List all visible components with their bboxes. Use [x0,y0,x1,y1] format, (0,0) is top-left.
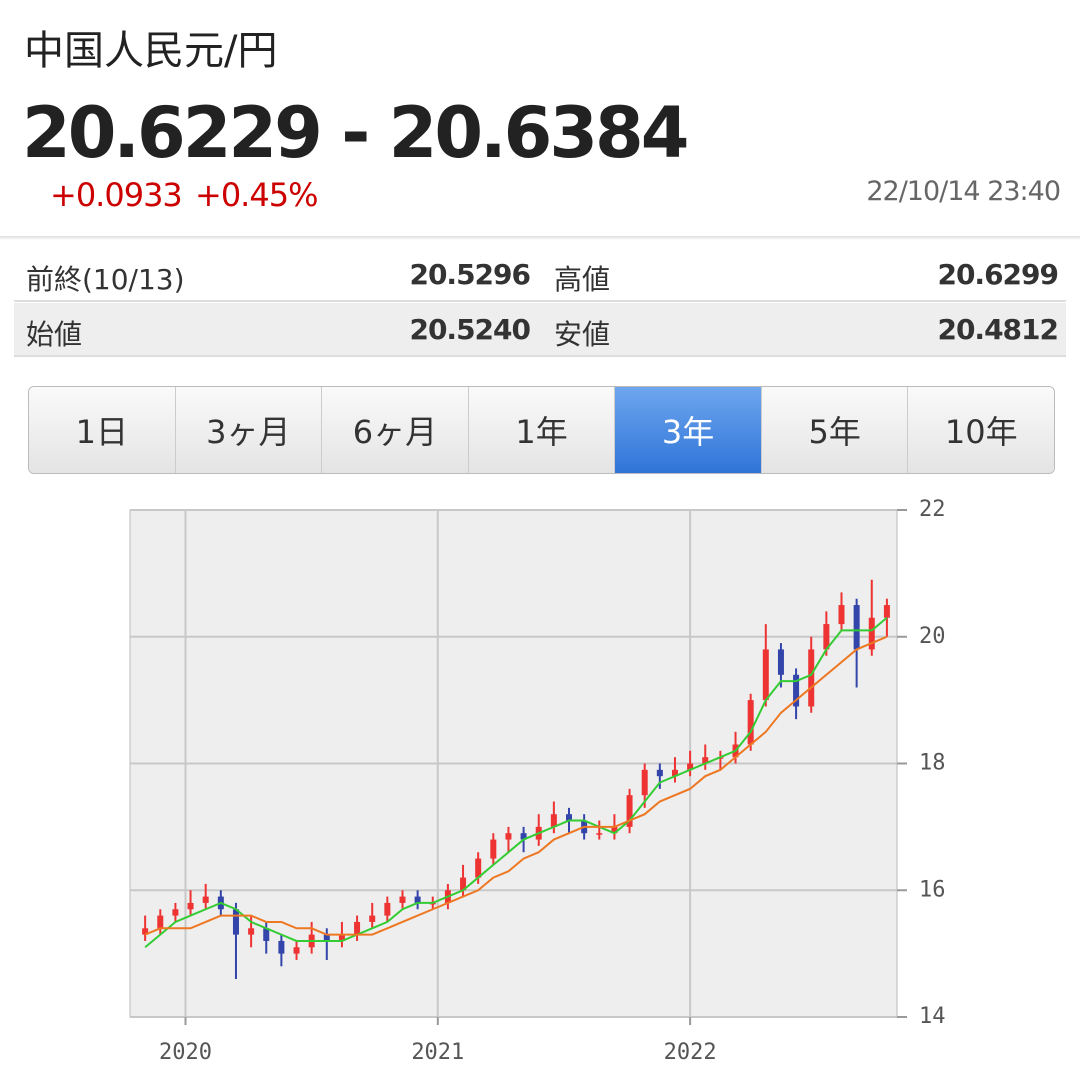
quote-label: 安値 [554,318,611,351]
candle-body [550,814,557,827]
period-tab[interactable]: 3ヶ月 [174,387,322,473]
quote-row: 始値 20.5240 安値 20.4812 [14,303,1066,357]
candle-body [838,605,845,625]
period-tabs: 1日 3ヶ月 6ヶ月 1年 3年 5年 10年 [28,386,1055,474]
candle-body [566,814,573,821]
candle-body [157,915,164,929]
period-tab[interactable]: 1日 [29,387,175,473]
moving-average [144,635,888,936]
candle-body [338,934,345,941]
candle-body [762,649,769,701]
period-tab[interactable]: 6ヶ月 [321,387,468,473]
price: 20.6229 - 20.6384 [22,92,689,174]
candle-body [823,624,830,650]
quote-label: 前終(10/13) [26,263,185,296]
candle-body [626,795,633,827]
candle-body [172,909,179,916]
candle-body [611,826,618,834]
candle-body [505,833,512,840]
timestamp: 22/10/14 23:40 [866,176,1061,207]
candle-body [475,858,482,878]
period-tab[interactable]: 3年 [614,387,761,473]
candle-body [808,649,815,707]
divider [0,236,1080,240]
change: +0.0933 [50,176,183,214]
candle-body [687,763,694,770]
period-tab[interactable]: 10年 [907,387,1054,473]
y-tick-label: 18 [919,751,946,776]
quote-row: 前終(10/13) 20.5296 高値 20.6299 [14,248,1066,302]
candle-body [520,833,527,840]
candle-body [232,909,239,935]
quote-label: 始値 [26,318,83,351]
candle-body [596,833,603,835]
candle-body [142,928,149,935]
candle-body [414,896,421,903]
candle-body [354,921,361,935]
x-tick-label: 2022 [664,1040,717,1065]
candle-body [777,649,784,675]
candle-body [323,934,330,941]
candle-body [263,928,270,941]
candle-body [747,700,754,745]
quote-label: 高値 [554,263,611,296]
candle-body [671,769,678,777]
y-tick-label: 14 [919,1004,946,1029]
period-tab[interactable]: 1年 [467,387,615,473]
x-tick-label: 2021 [411,1040,464,1065]
candle-body [641,769,648,796]
candle-body [490,839,497,859]
candle-body [853,605,860,650]
quote-value: 20.4812 [937,313,1059,346]
candle-body [883,605,890,618]
candle-body [793,674,800,707]
candle-body [187,902,194,910]
candle-body [278,940,285,954]
candle-body [868,617,875,650]
candle-body [369,915,376,922]
x-tick-label: 2020 [159,1040,212,1065]
period-tab[interactable]: 5年 [760,387,908,473]
quote-value: 20.5296 [409,258,531,291]
candle-body [384,902,391,916]
y-tick-label: 20 [919,624,946,649]
candle-body [248,928,255,935]
y-tick-label: 22 [919,497,946,522]
candle-body [293,947,300,954]
pair-title: 中国人民元/円 [24,28,278,74]
candle-body [460,877,467,891]
y-tick-label: 16 [919,877,946,902]
candle-body [656,769,663,777]
candle-body [202,896,209,903]
moving-average [144,616,888,949]
change-pct: +0.45% [195,176,318,214]
quote-value: 20.5240 [409,313,531,346]
quote-value: 20.6299 [937,258,1059,291]
candle-body [702,757,709,764]
candle-body [399,896,406,903]
